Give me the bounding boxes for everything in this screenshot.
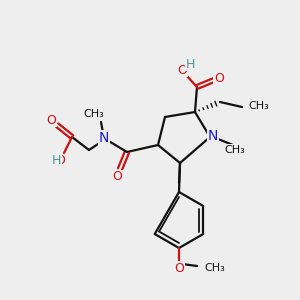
Text: N: N [99,131,109,145]
Text: H: H [52,154,62,167]
Text: N: N [208,129,218,143]
Text: O: O [55,154,65,167]
Text: CH₃: CH₃ [225,145,245,155]
Text: O: O [112,170,122,184]
Text: CH₃: CH₃ [248,101,269,111]
Text: H: H [185,58,195,70]
Text: O: O [214,71,224,85]
Text: CH₃: CH₃ [84,109,104,119]
Text: O: O [177,64,187,76]
Text: O: O [46,113,56,127]
Text: CH₃: CH₃ [204,263,225,273]
Text: O: O [174,262,184,275]
